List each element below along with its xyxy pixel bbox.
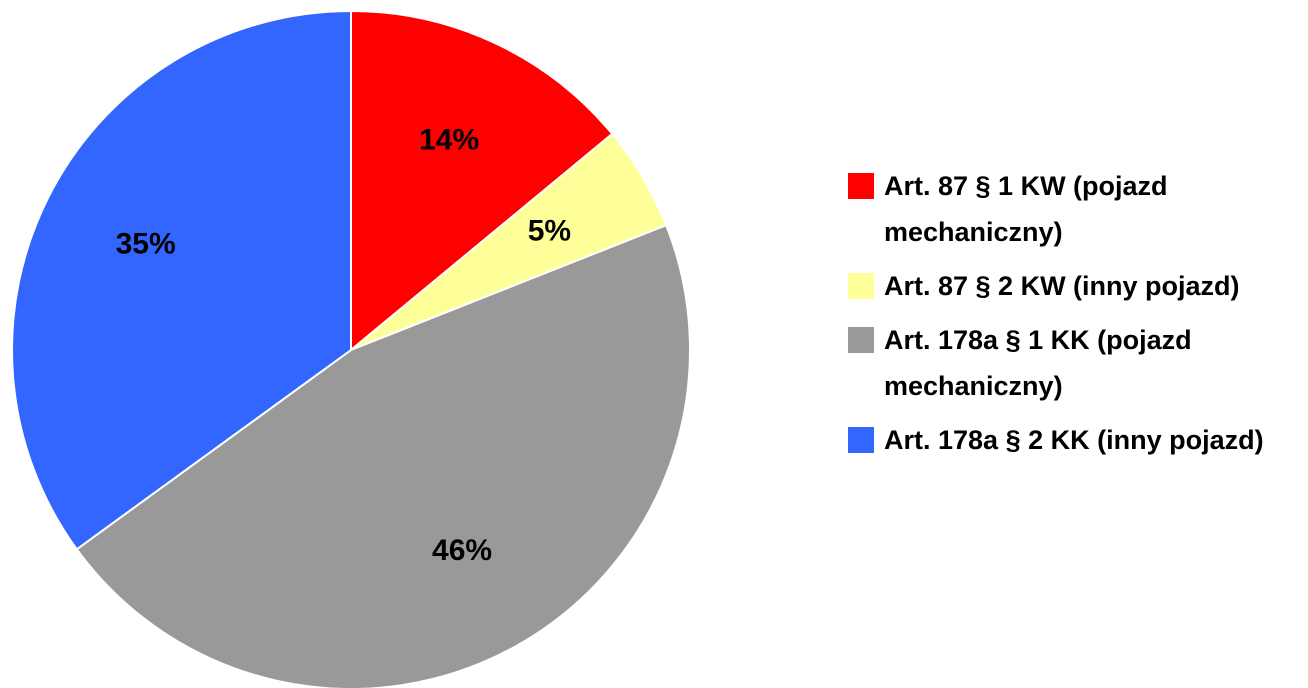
legend-swatch	[848, 273, 874, 299]
legend-label: Art. 87 § 1 KW (pojazd mechaniczny)	[884, 171, 1168, 247]
pie: 14% 5% 46% 35%	[11, 9, 691, 688]
data-label: 35%	[116, 227, 176, 260]
legend: Art. 87 § 1 KW (pojazd mechaniczny) Art. …	[848, 163, 1308, 471]
legend-item: Art. 87 § 2 KW (inny pojazd)	[848, 263, 1308, 309]
data-label: 14%	[419, 123, 479, 156]
legend-label: Art. 87 § 2 KW (inny pojazd)	[884, 271, 1240, 301]
pie-slice	[350, 9, 614, 353]
legend-swatch	[848, 427, 874, 453]
pie-slice	[75, 223, 691, 688]
data-label: 46%	[432, 534, 492, 567]
data-label: 5%	[528, 215, 571, 248]
legend-item: Art. 178a § 1 KK (pojazd mechaniczny)	[848, 317, 1308, 409]
legend-swatch	[848, 327, 874, 353]
legend-label: Art. 178a § 2 KK (inny pojazd)	[884, 425, 1264, 455]
legend-label: Art. 178a § 1 KK (pojazd mechaniczny)	[884, 325, 1192, 401]
legend-item: Art. 178a § 2 KK (inny pojazd)	[848, 417, 1308, 463]
pie-slice	[11, 9, 352, 551]
legend-swatch	[848, 173, 874, 199]
legend-item: Art. 87 § 1 KW (pojazd mechaniczny)	[848, 163, 1308, 255]
